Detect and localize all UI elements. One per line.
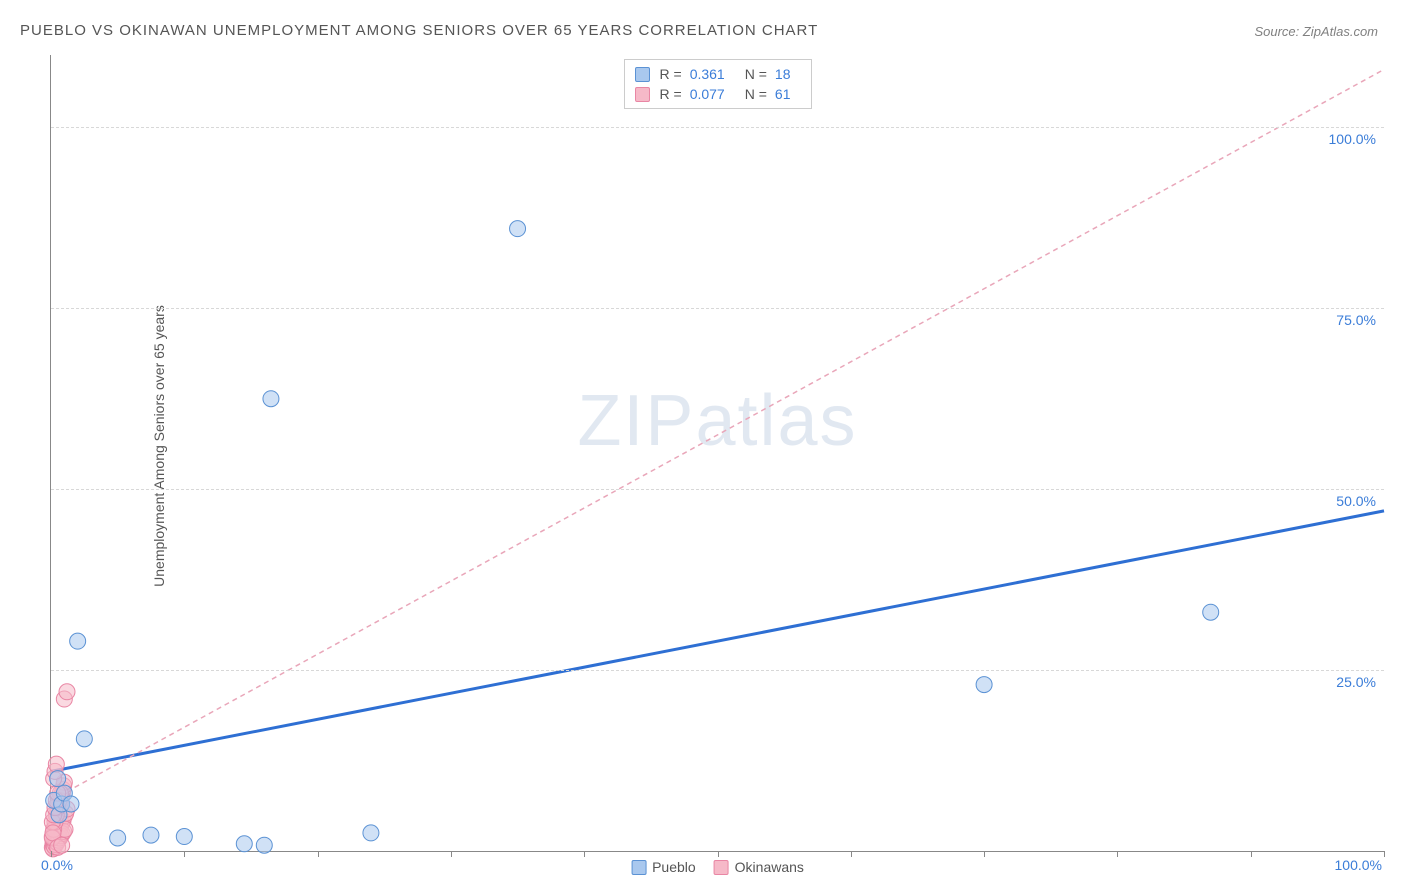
scatter-point-pueblo: [510, 221, 526, 237]
trend-line-pueblo: [51, 511, 1384, 772]
stat-n-label: N =: [745, 64, 767, 84]
stat-r-value: 0.361: [690, 64, 725, 84]
legend-item: Pueblo: [631, 859, 696, 875]
plot-area: ZIPatlas R =0.361N =18R =0.077N =61 Pueb…: [50, 55, 1384, 852]
scatter-point-okinawans: [48, 756, 64, 772]
legend-swatch: [714, 860, 729, 875]
y-tick-label: 75.0%: [1336, 312, 1376, 328]
stats-legend-row: R = 0.077 N = 61: [635, 84, 801, 104]
scatter-point-pueblo: [110, 830, 126, 846]
scatter-point-pueblo: [70, 633, 86, 649]
stats-legend: R = 0.361 N = 18 R = 0.077 N = 61: [624, 59, 812, 109]
scatter-point-pueblo: [256, 837, 272, 853]
legend-label: Pueblo: [652, 859, 696, 875]
stats-legend-row: R = 0.361 N = 18: [635, 64, 801, 84]
x-tick: [184, 851, 185, 857]
x-tick: [451, 851, 452, 857]
x-tick: [584, 851, 585, 857]
scatter-point-pueblo: [143, 827, 159, 843]
x-tick: [984, 851, 985, 857]
scatter-point-pueblo: [263, 391, 279, 407]
legend-swatch: [631, 860, 646, 875]
chart-container: PUEBLO VS OKINAWAN UNEMPLOYMENT AMONG SE…: [0, 0, 1406, 892]
gridline-h: [51, 670, 1384, 671]
scatter-point-pueblo: [176, 829, 192, 845]
scatter-point-pueblo: [76, 731, 92, 747]
scatter-point-pueblo: [363, 825, 379, 841]
x-axis-label-min: 0.0%: [41, 857, 73, 873]
gridline-h: [51, 127, 1384, 128]
legend-label: Okinawans: [735, 859, 804, 875]
plot-svg: [51, 55, 1384, 851]
legend-item: Okinawans: [714, 859, 804, 875]
legend-swatch: [635, 87, 650, 102]
x-tick: [1384, 851, 1385, 857]
stat-n-value: 18: [775, 64, 791, 84]
series-legend: Pueblo Okinawans: [631, 859, 804, 875]
x-tick: [718, 851, 719, 857]
chart-title: PUEBLO VS OKINAWAN UNEMPLOYMENT AMONG SE…: [20, 22, 818, 39]
scatter-point-pueblo: [976, 677, 992, 693]
y-tick-label: 50.0%: [1336, 493, 1376, 509]
x-tick: [1251, 851, 1252, 857]
x-tick: [1117, 851, 1118, 857]
x-axis-label-max: 100.0%: [1335, 857, 1382, 873]
stat-n-label: N =: [745, 84, 767, 104]
stat-r-label: R =: [660, 84, 682, 104]
scatter-point-okinawans: [59, 684, 75, 700]
trend-line-okinawans: [51, 69, 1384, 800]
source-attribution: Source: ZipAtlas.com: [1254, 24, 1378, 39]
x-tick: [51, 851, 52, 857]
stat-n-value: 61: [775, 84, 791, 104]
scatter-point-pueblo: [50, 771, 66, 787]
scatter-point-pueblo: [236, 836, 252, 852]
x-tick: [851, 851, 852, 857]
stat-r-value: 0.077: [690, 84, 725, 104]
legend-swatch: [635, 67, 650, 82]
gridline-h: [51, 308, 1384, 309]
scatter-point-pueblo: [1203, 604, 1219, 620]
y-tick-label: 25.0%: [1336, 674, 1376, 690]
scatter-point-okinawans: [54, 837, 70, 853]
scatter-point-pueblo: [63, 796, 79, 812]
x-tick: [318, 851, 319, 857]
stat-r-label: R =: [660, 64, 682, 84]
gridline-h: [51, 489, 1384, 490]
y-tick-label: 100.0%: [1329, 131, 1376, 147]
